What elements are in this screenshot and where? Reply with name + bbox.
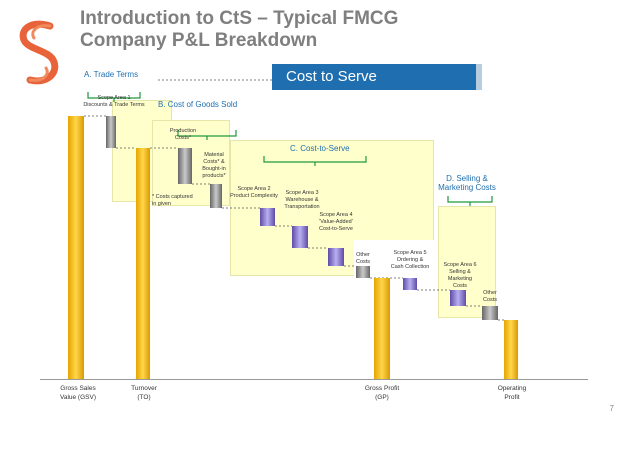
bar-turnover: [136, 148, 150, 379]
bar-operating-profit: [504, 320, 518, 379]
material-costs-line-4: products*: [202, 173, 226, 179]
scope-area-5-line-1: Scope Area 5: [393, 250, 427, 256]
material-costs-label: Material Costs* & Bought-in products*: [194, 152, 234, 180]
scope-area-2-line-1: Scope Area 2: [237, 186, 271, 192]
scope-area-6-line-4: Costs: [452, 283, 468, 289]
material-costs-line-2: Costs* &: [203, 159, 225, 165]
section-label-selling-marketing: D. Selling & Marketing Costs: [434, 174, 500, 192]
bar-warehouse-transportation: [292, 226, 308, 248]
scope-area-4-line-2: 'Value-Added': [319, 219, 353, 225]
axis-label-gsv-line-2: Value (GSV): [59, 394, 96, 401]
scope-area-5-line-2: Ordering &: [396, 257, 424, 263]
axis-label-gross-profit-line-1: Gross Profit: [364, 385, 400, 392]
scope-area-3-line-3: Transportation: [284, 204, 320, 210]
axis-label-turnover-line-1: Turnover: [131, 385, 157, 392]
scope-area-5-line-3: Cash Collection: [390, 264, 430, 270]
axis-label-gsv-line-1: Gross Sales: [60, 385, 96, 392]
scope-area-6-line-2: Selling &: [449, 269, 471, 275]
axis-label-operating-profit-line-2: Profit: [504, 394, 520, 401]
bar-gross-profit: [374, 278, 390, 379]
costs-captured-note: * Costs captured in given: [152, 194, 208, 208]
bar-other-costs-1: [356, 266, 370, 278]
bar-gross-sales-value: [68, 116, 84, 379]
bar-other-costs-2: [482, 306, 498, 320]
other-costs-2-label: Other Costs: [478, 290, 502, 304]
scope-area-3-line-2: Warehouse &: [285, 197, 319, 203]
production-costs-line-1: Production: [169, 128, 197, 134]
scope-area-4-label: Scope Area 4 'Value-Added' Cost-to-Serve: [312, 212, 360, 233]
other-costs-2-line-2: Costs: [482, 297, 498, 303]
scope-area-6-line-1: Scope Area 6: [443, 262, 477, 268]
bar-production-costs: [178, 148, 192, 184]
bar-product-complexity: [260, 208, 275, 226]
slide-title: Introduction to CtS – Typical FMCG Compa…: [80, 8, 398, 52]
material-costs-line-1: Material: [204, 152, 224, 158]
slide-title-line-2: Company P&L Breakdown: [80, 30, 318, 51]
other-costs-1-label: Other Costs: [352, 252, 374, 266]
axis-label-gross-profit-line-2: (GP): [375, 394, 389, 401]
axis-label-operating-profit-line-1: Operating: [497, 385, 527, 392]
scope-area-2-label: Scope Area 2 Product Complexity: [228, 186, 280, 200]
other-costs-1-line-1: Other: [356, 252, 370, 258]
bar-value-added-cts: [328, 248, 344, 266]
section-label-cogs: B. Cost of Goods Sold: [158, 100, 238, 109]
scope-area-3-label: Scope Area 3 Warehouse & Transportation: [278, 190, 326, 211]
costs-captured-line-1: * Costs captured: [152, 194, 193, 200]
bar-material-costs: [210, 184, 222, 208]
scope-area-6-line-3: Marketing: [447, 276, 473, 282]
material-costs-line-3: Bought-in: [202, 166, 226, 172]
axis-label-operating-profit: Operating Profit: [484, 384, 540, 402]
costs-captured-line-2: in given: [152, 201, 171, 207]
selling-marketing-zone: [438, 206, 496, 318]
baseline: [40, 379, 588, 380]
other-costs-1-line-2: Costs: [355, 259, 371, 265]
company-logo-icon: [19, 20, 59, 85]
section-label-selling-marketing-line-1: D. Selling &: [446, 174, 488, 183]
scope-area-4-line-3: Cost-to-Serve: [319, 226, 353, 232]
scope-area-5-label: Scope Area 5 Ordering & Cash Collection: [386, 250, 434, 271]
page-number: 7: [609, 404, 614, 413]
scope-area-3-line-1: Scope Area 3: [285, 190, 319, 196]
section-label-trade-terms: A. Trade Terms: [84, 70, 139, 79]
production-costs-line-2: Costs*: [174, 135, 192, 141]
scope-area-1-line-1: Scope Area 1: [97, 95, 131, 101]
axis-label-turnover-line-2: (TO): [137, 394, 151, 401]
axis-label-turnover: Turnover (TO): [118, 384, 170, 402]
axis-label-gsv: Gross Sales Value (GSV): [50, 384, 106, 402]
scope-area-4-line-1: Scope Area 4: [319, 212, 353, 218]
cost-to-serve-highlight: Cost to Serve: [272, 64, 482, 90]
slide-title-line-1: Introduction to CtS – Typical FMCG: [80, 8, 399, 29]
other-costs-2-line-1: Other: [483, 290, 497, 296]
scope-area-2-line-2: Product Complexity: [230, 193, 278, 199]
section-label-cost-to-serve: C. Cost-to-Serve: [290, 144, 350, 153]
production-costs-label: Production Costs*: [160, 128, 206, 142]
bar-selling-marketing: [450, 290, 466, 306]
section-label-selling-marketing-line-2: Marketing Costs: [438, 183, 496, 192]
scope-area-1-line-2: Discounts & Trade Terms: [83, 102, 145, 108]
scope-area-1-label: Scope Area 1 Discounts & Trade Terms: [74, 95, 154, 109]
scope-area-6-label: Scope Area 6 Selling & Marketing Costs: [440, 262, 480, 290]
bar-ordering-cash-collection: [403, 278, 417, 290]
bar-discounts-trade-terms: [106, 116, 116, 148]
axis-label-gross-profit: Gross Profit (GP): [352, 384, 412, 402]
